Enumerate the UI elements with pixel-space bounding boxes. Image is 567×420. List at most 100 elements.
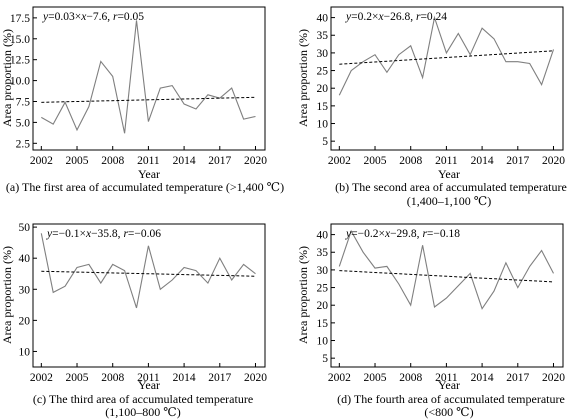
y-tick-label: 5: [322, 136, 328, 148]
x-tick-label: 2002: [328, 372, 351, 384]
panel-caption: (d) The fourth area of accumulated tempe…: [337, 392, 565, 406]
y-axis-title: Area proportion (%): [296, 246, 310, 344]
x-axis-ticks: 2002 2005 2008 2011 2014 2017 2020: [30, 146, 267, 167]
y-tick-label: 5: [322, 353, 328, 365]
x-tick-label: 2014: [471, 155, 494, 167]
x-tick-label: 2020: [244, 155, 267, 167]
y-axis-title: Area proportion (%): [296, 29, 310, 127]
x-tick-label: 2002: [30, 372, 53, 384]
y-tick-label: 35: [317, 247, 329, 259]
panel-caption: (a) The first area of accumulated temper…: [6, 180, 284, 194]
y-tick-label: 40: [317, 230, 329, 242]
y-tick-label: 30: [317, 48, 329, 60]
series-lines: [41, 20, 256, 134]
area-proportion-line: [41, 20, 256, 134]
x-tick-label: 2020: [542, 372, 565, 384]
y-axis-ticks: 5 10 15 20 25 30 35 40: [317, 13, 335, 148]
panel-d: 5 10 15 20 25 30 35 40 2002 2005 2008 2011 2014 2017…: [296, 223, 565, 419]
y-tick-label: 20: [19, 315, 31, 327]
x-tick-label: 2014: [173, 372, 196, 384]
trend-lines: [41, 96, 256, 103]
y-tick-label: 40: [19, 253, 31, 265]
y-tick-label: 15: [317, 101, 329, 113]
y-tick-label: 15: [317, 318, 329, 330]
x-tick-label: 2017: [208, 372, 231, 384]
series-lines: [40, 233, 256, 309]
x-tick-label: 2002: [30, 155, 53, 167]
area-proportion-line: [338, 229, 554, 310]
y-tick-label: 10: [317, 336, 329, 348]
trend-lines: [41, 270, 256, 277]
y-axis-title: Area proportion (%): [0, 29, 14, 127]
panel-caption-line-2: (<800 ℃): [424, 405, 473, 419]
x-tick-label: 2020: [244, 372, 267, 384]
trend-line: [339, 270, 554, 283]
y-tick-label: 20: [317, 83, 329, 95]
trend-line: [339, 50, 554, 65]
plot-frame: [330, 6, 564, 151]
trend-lines: [339, 270, 554, 283]
y-tick-label: 25: [317, 283, 329, 295]
panel-caption-line-2: (1,100–800 ℃): [105, 405, 180, 419]
trend-lines: [339, 50, 554, 65]
panel-a: 2.55.07.510.012.515.017.5 2002 2005 2008 20…: [0, 6, 284, 194]
y-tick-label: 10: [19, 346, 31, 358]
y-tick-label: 30: [317, 265, 329, 277]
y-tick-label: 7.5: [16, 96, 31, 108]
y-tick-label: 40: [317, 13, 329, 25]
trend-line: [41, 270, 256, 277]
x-tick-label: 2020: [542, 155, 565, 167]
regression-equation: y=0.03×x−7.6, r=0.05: [42, 11, 144, 23]
trend-line: [41, 96, 256, 103]
x-axis-title: Year: [138, 378, 160, 392]
x-tick-label: 2005: [364, 372, 387, 384]
panel-caption-line-2: (1,400–1,100 ℃): [407, 194, 491, 208]
x-tick-label: 2014: [173, 155, 196, 167]
y-tick-label: 25: [317, 66, 329, 78]
y-tick-label: 15.0: [10, 34, 30, 46]
panel-caption: (c) The third area of accumulated temper…: [33, 392, 253, 406]
x-tick-label: 2011: [435, 372, 458, 384]
x-tick-label: 2005: [364, 155, 387, 167]
x-tick-label: 2008: [101, 155, 124, 167]
y-tick-label: 20: [317, 300, 329, 312]
y-tick-label: 2.5: [16, 138, 31, 150]
panel-b: 5 10 15 20 25 30 35 40 2002 2005 2008 2011 2014 2017…: [296, 6, 567, 208]
regression-equation: y=−0.1×x−35.8, r=−0.06: [46, 228, 161, 240]
x-tick-label: 2002: [328, 155, 351, 167]
y-tick-label: 35: [317, 30, 329, 42]
y-axis-ticks: 10 20 30 40 50: [19, 222, 37, 358]
plot-frame: [32, 223, 266, 368]
y-tick-label: 50: [19, 222, 31, 234]
x-tick-label: 2011: [435, 155, 458, 167]
x-axis-ticks: 2002 2005 2008 2011 2014 2017 2020: [328, 363, 565, 384]
x-axis-ticks: 2002 2005 2008 2011 2014 2017 2020: [30, 363, 267, 384]
plot-frame: [330, 223, 564, 368]
area-proportion-line: [40, 233, 256, 309]
x-tick-label: 2011: [137, 155, 160, 167]
x-tick-label: 2008: [399, 155, 422, 167]
area-proportion-line: [338, 15, 555, 96]
x-tick-label: 2017: [506, 372, 529, 384]
y-tick-label: 30: [19, 284, 31, 296]
x-tick-label: 2005: [66, 155, 89, 167]
y-tick-label: 10: [317, 119, 329, 131]
x-tick-label: 2011: [137, 372, 160, 384]
panel-caption: (b) The second area of accumulated tempe…: [335, 180, 567, 194]
x-tick-label: 2005: [66, 372, 89, 384]
regression-equation: y=−0.2×x−29.8, r=−0.18: [345, 228, 460, 240]
x-tick-label: 2014: [471, 372, 494, 384]
y-axis-ticks: 5 10 15 20 25 30 35 40: [317, 230, 335, 365]
x-tick-label: 2017: [506, 155, 529, 167]
y-tick-label: 5.0: [16, 117, 31, 129]
x-tick-label: 2008: [399, 372, 422, 384]
x-tick-label: 2008: [101, 372, 124, 384]
x-axis-title: Year: [438, 167, 460, 181]
x-axis-title: Year: [438, 378, 460, 392]
y-tick-label: 10.0: [10, 76, 30, 88]
series-lines: [338, 15, 555, 96]
series-lines: [338, 229, 554, 310]
x-axis-title: Year: [138, 167, 160, 181]
y-axis-title: Area proportion (%): [0, 246, 14, 344]
